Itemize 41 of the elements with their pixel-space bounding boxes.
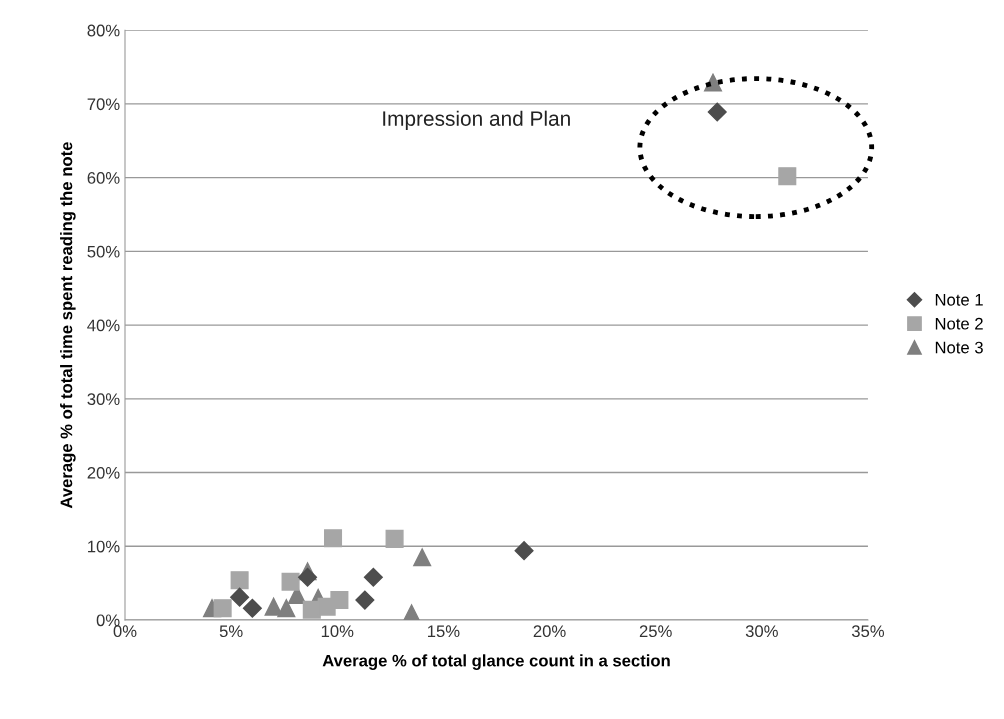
y-tick-label: 40% bbox=[87, 319, 120, 332]
x-tick-label: 10% bbox=[321, 625, 354, 638]
legend-label: Note 3 bbox=[935, 341, 983, 354]
y-tick-label: 20% bbox=[87, 466, 120, 479]
x-tick-label: 30% bbox=[745, 625, 778, 638]
x-tick-label: 15% bbox=[428, 625, 460, 638]
x-tick-label: 35% bbox=[851, 625, 885, 638]
point bbox=[385, 529, 404, 548]
x-axis-title: Average % of total glance count in a section bbox=[322, 654, 670, 670]
y-tick-label: 10% bbox=[88, 540, 120, 553]
legend-label: Note 1 bbox=[935, 294, 983, 306]
point bbox=[230, 587, 250, 607]
y-tick-label: 30% bbox=[87, 393, 120, 406]
x-tick-label: 25% bbox=[639, 625, 672, 638]
legend-label: Note 2 bbox=[935, 317, 983, 330]
point bbox=[277, 599, 296, 618]
point bbox=[298, 567, 318, 587]
point bbox=[707, 102, 727, 122]
point bbox=[213, 599, 232, 618]
y-tick-label: 70% bbox=[87, 98, 120, 111]
point bbox=[230, 571, 249, 590]
x-tick-label: 5% bbox=[219, 625, 243, 638]
y-tick-label: 0% bbox=[96, 614, 120, 627]
point bbox=[514, 541, 534, 561]
point bbox=[264, 597, 283, 616]
point bbox=[317, 597, 336, 616]
point bbox=[413, 548, 432, 567]
y-tick-label: 50% bbox=[87, 245, 120, 258]
point bbox=[281, 572, 300, 591]
point bbox=[355, 590, 375, 610]
point bbox=[323, 529, 343, 548]
point bbox=[778, 167, 797, 186]
point bbox=[703, 73, 723, 92]
y-tick-label: 80% bbox=[87, 24, 120, 37]
point bbox=[242, 598, 262, 618]
x-tick-label: 20% bbox=[533, 625, 566, 638]
y-tick-label: 60% bbox=[87, 172, 120, 184]
y-axis-title: Average % of total time spent reading the note bbox=[60, 142, 76, 509]
point bbox=[363, 567, 383, 587]
annotation: Impression and Plan bbox=[383, 110, 570, 131]
x-tick-label: 0% bbox=[113, 625, 137, 638]
